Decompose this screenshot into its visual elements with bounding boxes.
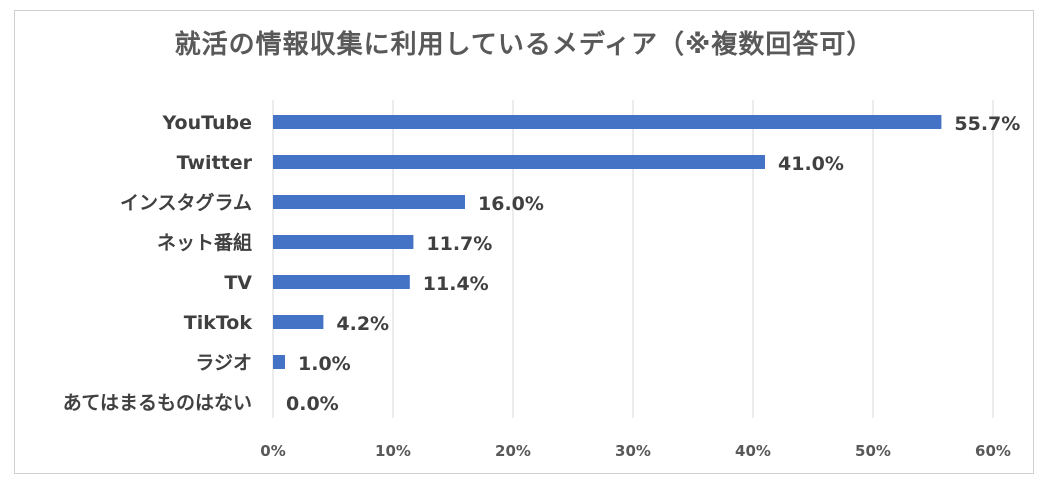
value-label: 41.0%: [778, 153, 844, 175]
gridlines: [272, 100, 994, 418]
value-label: 0.0%: [286, 393, 339, 415]
x-tick-label: 20%: [495, 442, 531, 460]
value-label: 16.0%: [478, 193, 544, 215]
value-label: 1.0%: [298, 353, 351, 375]
x-tick-label: 10%: [375, 442, 411, 460]
category-label: ネット番組: [157, 231, 252, 254]
category-label: インスタグラム: [120, 191, 252, 214]
bar: [273, 235, 414, 249]
category-label: TV: [224, 272, 252, 294]
category-label: YouTube: [162, 112, 252, 134]
value-label: 4.2%: [336, 313, 389, 335]
category-label: TikTok: [184, 312, 253, 334]
value-label: 11.4%: [423, 273, 489, 295]
category-label: ラジオ: [195, 352, 252, 374]
chart-frame: [14, 10, 1034, 474]
x-tick-label: 0%: [260, 442, 285, 460]
category-label: Twitter: [177, 152, 253, 174]
bar: [273, 275, 410, 289]
x-tick-label: 30%: [615, 442, 651, 460]
bar: [273, 315, 324, 329]
value-label: 55.7%: [954, 113, 1020, 135]
value-label: 11.7%: [426, 233, 492, 255]
bars: [273, 115, 942, 369]
bar: [273, 155, 765, 169]
bar: [273, 195, 465, 209]
category-label: あてはまるものはない: [63, 392, 252, 414]
x-tick-label: 50%: [855, 442, 891, 460]
x-tick-label: 60%: [975, 442, 1011, 460]
x-tick-label: 40%: [735, 442, 771, 460]
bar: [273, 355, 285, 369]
x-tick-labels: 0% 10% 20% 30% 40% 50% 60%: [260, 442, 1011, 460]
value-labels: 55.7% 41.0% 16.0% 11.7% 11.4% 4.2% 1.0% 0.0%: [286, 113, 1020, 415]
bar: [273, 115, 942, 129]
chart-title: 就活の情報収集に利用しているメディア（※複数回答可）: [174, 30, 874, 60]
